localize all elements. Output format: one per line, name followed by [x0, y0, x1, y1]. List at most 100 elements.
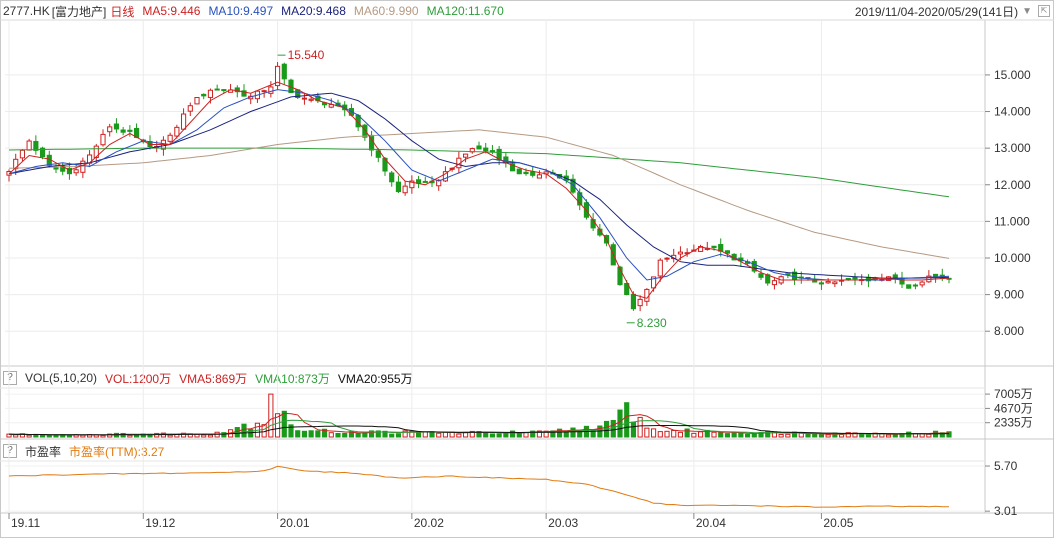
volume-help-icon[interactable]: ?	[3, 371, 17, 385]
volume-bar	[818, 434, 825, 438]
volume-bar	[328, 432, 334, 438]
x-tick-label: 20.05	[823, 516, 853, 530]
date-range-label: 2019/11/04-2020/05/29(141日)	[854, 4, 1019, 19]
date-range-selector[interactable]: 2019/11/04-2020/05/29(141日) ▼ ⇱	[855, 2, 1050, 20]
candle-body	[476, 145, 482, 150]
ma5-label: MA5:9.446	[142, 4, 201, 18]
volume-bar	[422, 431, 428, 438]
candle-body	[677, 251, 684, 255]
volume-bar	[489, 433, 496, 438]
volume-bar	[456, 433, 462, 438]
candle-body	[281, 63, 287, 80]
candle-body	[617, 266, 623, 286]
volume-bar	[281, 410, 287, 438]
volume-legend: ? VOL(5,10,20) VOL:1200万 VMA5:869万 VMA10…	[0, 368, 421, 388]
candle-body	[39, 147, 46, 157]
ma10-line	[8, 89, 950, 281]
candle-body	[758, 273, 764, 278]
volume-bar	[697, 431, 704, 438]
candle-body	[462, 153, 469, 158]
volume-bar	[342, 432, 348, 438]
pe-legend: ? 市盈率 市盈率(TTM):3.27	[0, 441, 172, 461]
volume-bar	[39, 434, 46, 438]
volume-bar	[207, 434, 214, 438]
x-tick-label: 20.03	[548, 516, 578, 530]
stock-code: 2777.HK	[3, 4, 50, 18]
volume-bar	[684, 428, 690, 438]
volume-bar	[180, 432, 187, 438]
volume-bar	[556, 428, 563, 438]
candle-body	[167, 134, 173, 142]
candle-body	[483, 147, 489, 152]
volume-bar	[496, 433, 502, 438]
candle-body	[221, 89, 227, 92]
volume-bar	[543, 430, 549, 438]
candle-body	[13, 158, 19, 170]
volume-bar	[308, 430, 314, 438]
candle-body	[409, 180, 415, 189]
volume-bar	[657, 431, 663, 438]
candle-body	[261, 90, 267, 93]
volume-tick-label: 7005万	[994, 387, 1033, 401]
volume-bar	[241, 423, 247, 438]
pe-ttm-label: 市盈率(TTM):3.27	[69, 444, 165, 459]
expand-icon[interactable]: ⇱	[1038, 5, 1050, 17]
candle-body	[19, 149, 26, 159]
volume-bar	[664, 430, 670, 438]
candle-body	[187, 105, 193, 112]
volume-bar	[885, 434, 892, 438]
volume-bar	[201, 434, 207, 438]
volume-bar	[321, 428, 328, 438]
volume-bar	[617, 409, 623, 438]
volume-bar	[355, 432, 361, 438]
candle-body	[113, 123, 120, 130]
volume-bar	[46, 435, 52, 438]
candle-body	[174, 126, 180, 137]
price-tick-label: 15.000	[994, 68, 1031, 82]
candle-body	[906, 284, 912, 289]
vma5-label: VMA5:869万	[179, 371, 248, 386]
x-tick-label: 19.11	[11, 516, 40, 530]
volume-bar	[335, 432, 341, 438]
candle-body	[570, 178, 576, 193]
volume-bar	[590, 430, 596, 438]
volume-bar	[630, 421, 637, 438]
candle-body	[771, 280, 778, 286]
price-tick-label: 14.000	[994, 105, 1031, 119]
candle-body	[845, 277, 851, 281]
candle-body	[523, 171, 529, 175]
volume-bar	[650, 428, 657, 438]
pe-help-icon[interactable]: ?	[3, 444, 17, 458]
volume-bar	[442, 431, 449, 438]
vma10-label: VMA10:873万	[255, 371, 330, 386]
volume-bar	[26, 434, 32, 438]
candle-body	[644, 288, 650, 302]
candle-body	[60, 165, 66, 172]
volume-bar	[274, 413, 281, 438]
candle-body	[852, 276, 858, 280]
volume-bar	[718, 432, 724, 438]
volume-bar	[503, 432, 509, 438]
volume-bar	[268, 393, 274, 438]
candle-body	[442, 171, 449, 182]
vma20-line	[8, 424, 950, 436]
volume-bar	[167, 434, 173, 438]
volume-bar	[288, 424, 294, 438]
candle-body	[402, 185, 408, 194]
vma20-label: VMA20:955万	[337, 371, 413, 386]
candle-body	[536, 174, 543, 179]
volume-bar	[744, 433, 751, 438]
ma60-line	[8, 129, 950, 259]
candle-body	[664, 257, 670, 260]
candle-body	[107, 126, 113, 133]
volume-bar	[127, 434, 133, 438]
volume-bar	[80, 434, 86, 438]
volume-bar	[295, 430, 301, 438]
candle-body	[785, 273, 791, 276]
volume-bar	[838, 433, 845, 438]
volume-bar	[402, 430, 408, 438]
volume-bar	[530, 430, 536, 438]
price-tick-label: 11.000	[994, 214, 1030, 228]
chevron-down-icon[interactable]: ▼	[1022, 5, 1032, 17]
